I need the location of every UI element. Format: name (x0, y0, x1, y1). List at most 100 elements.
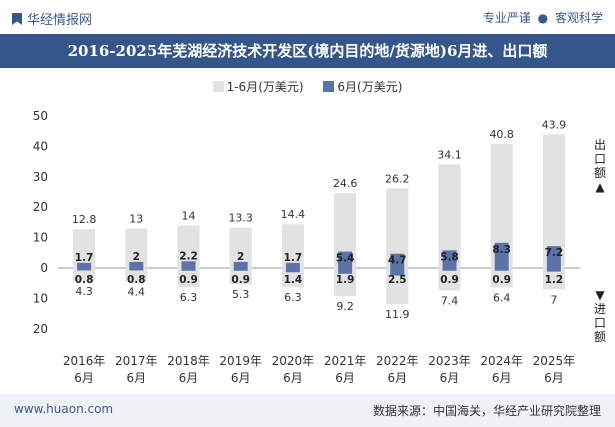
label-ytd-export: 13.3 (228, 212, 253, 225)
bar-month-export (233, 261, 248, 268)
label-month-import: 0.9 (179, 274, 198, 286)
bar-month-import (390, 268, 405, 276)
bar-ytd-export (229, 227, 252, 268)
bar-month-import (546, 268, 561, 272)
label-ytd-import: 5.3 (232, 288, 250, 301)
bar-ytd-export (490, 143, 513, 268)
label-ytd-export: 43.9 (542, 119, 567, 132)
bar-ytd-import (177, 268, 200, 288)
bar-month-export (442, 250, 457, 268)
bar-ytd-export (125, 228, 148, 268)
bar-month-import (181, 268, 196, 271)
bar-month-import (442, 268, 457, 271)
label-month-import: 1.2 (545, 274, 564, 286)
label-ytd-export: 14.4 (281, 208, 306, 221)
x-tick-label: 2025年 (533, 354, 576, 368)
label-ytd-export: 13 (129, 212, 143, 225)
x-tick-label: 2023年 (428, 354, 471, 368)
export-side-label: 出口额 ▲ (593, 138, 607, 194)
legend-label-ytd: 1-6月(万美元) (226, 80, 304, 94)
label-ytd-import: 7 (550, 293, 557, 306)
bar-ytd-export (438, 164, 461, 268)
label-month-import: 1.4 (284, 274, 303, 286)
legend-label-month: 6月(万美元) (337, 80, 403, 94)
label-month-import: 0.9 (492, 274, 511, 286)
bar-month-import (494, 268, 509, 271)
bar-month-import (338, 268, 353, 274)
label-ytd-export: 34.1 (437, 148, 462, 161)
bar-ytd-import (125, 268, 148, 282)
legend-swatch-ytd (212, 81, 224, 92)
bookmark-icon (12, 13, 22, 25)
x-tick-label: 2021年 (324, 354, 367, 368)
label-ytd-import: 4.3 (75, 285, 93, 298)
tagline-2: 客观科学 (554, 11, 603, 25)
label-month-export: 4.7 (388, 255, 407, 267)
bar-ytd-import (438, 268, 461, 291)
x-tick-label: 6月 (74, 371, 94, 385)
bar-month-export (390, 253, 405, 268)
bar-month-export (129, 261, 144, 268)
tagline-1: 专业严谨 (482, 11, 531, 25)
legend-swatch-month (323, 81, 335, 92)
label-month-export: 7.2 (545, 247, 564, 259)
footer-source: 数据来源：中国海关，华经产业研究院整理 (372, 404, 601, 418)
bar-month-import (129, 268, 144, 271)
x-tick-label: 6月 (335, 371, 355, 385)
x-tick-label: 6月 (179, 371, 199, 385)
x-tick-label: 2022年 (376, 354, 419, 368)
x-tick-label: 2016年 (63, 354, 106, 368)
bar-month-export (285, 262, 300, 268)
label-month-import: 0.9 (231, 274, 250, 286)
label-month-import: 0.9 (440, 274, 459, 286)
bar-ytd-import (386, 268, 409, 305)
label-ytd-export: 24.6 (333, 177, 358, 190)
chart-title: 2016-2025年芜湖经济技术开发区(境内目的地/货源地)6月进、出口额 (0, 34, 615, 68)
bar-ytd-import (73, 268, 96, 282)
bar-month-export (494, 242, 509, 268)
tagline: 专业严谨 ● 客观科学 (483, 9, 603, 26)
label-ytd-import: 6.3 (180, 291, 198, 304)
label-month-export: 1.7 (284, 252, 303, 264)
label-ytd-import: 7.4 (441, 294, 459, 307)
legend-item-ytd: 1-6月(万美元) (212, 78, 304, 95)
label-ytd-import: 4.4 (128, 285, 146, 298)
import-label-text: 进口额 (593, 302, 606, 344)
y-tick-label: 40 (33, 139, 48, 153)
x-tick-label: 2019年 (219, 354, 262, 368)
bar-ytd-import (490, 268, 513, 288)
label-month-export: 2 (133, 251, 140, 263)
label-ytd-import: 9.2 (336, 300, 354, 313)
label-ytd-import: 6.4 (493, 291, 511, 304)
bar-ytd-import (542, 268, 565, 290)
brand[interactable]: 华经情报网 (12, 9, 92, 28)
label-month-export: 8.3 (492, 244, 511, 256)
tagline-separator: ● (537, 11, 549, 25)
x-tick-label: 6月 (492, 371, 512, 385)
label-month-export: 2.2 (179, 250, 198, 262)
x-tick-label: 6月 (544, 371, 564, 385)
label-month-export: 2 (237, 251, 244, 263)
label-ytd-import: 11.9 (385, 308, 410, 321)
label-month-import: 2.5 (388, 274, 407, 286)
label-ytd-import: 6.3 (284, 291, 302, 304)
label-month-import: 1.9 (336, 274, 355, 286)
y-tick-label: 0 (40, 261, 48, 275)
bar-ytd-export (73, 229, 96, 268)
footer-url[interactable]: www.huaon.com (14, 402, 114, 416)
bar-month-import (77, 268, 92, 271)
bar-ytd-import (334, 268, 357, 296)
x-tick-label: 6月 (283, 371, 303, 385)
x-tick-label: 6月 (231, 371, 251, 385)
import-side-label: ▼ 进口额 (593, 288, 607, 344)
bar-month-export (338, 251, 353, 268)
bar-month-import (233, 268, 248, 271)
bar-ytd-export (386, 188, 409, 268)
export-arrow-icon: ▲ (595, 180, 605, 194)
label-month-export: 1.7 (75, 252, 94, 264)
x-tick-label: 2018年 (167, 354, 210, 368)
brand-name: 华经情报网 (27, 13, 93, 28)
bar-month-export (181, 261, 196, 268)
label-ytd-export: 40.8 (489, 128, 514, 141)
label-ytd-export: 14 (182, 209, 196, 222)
